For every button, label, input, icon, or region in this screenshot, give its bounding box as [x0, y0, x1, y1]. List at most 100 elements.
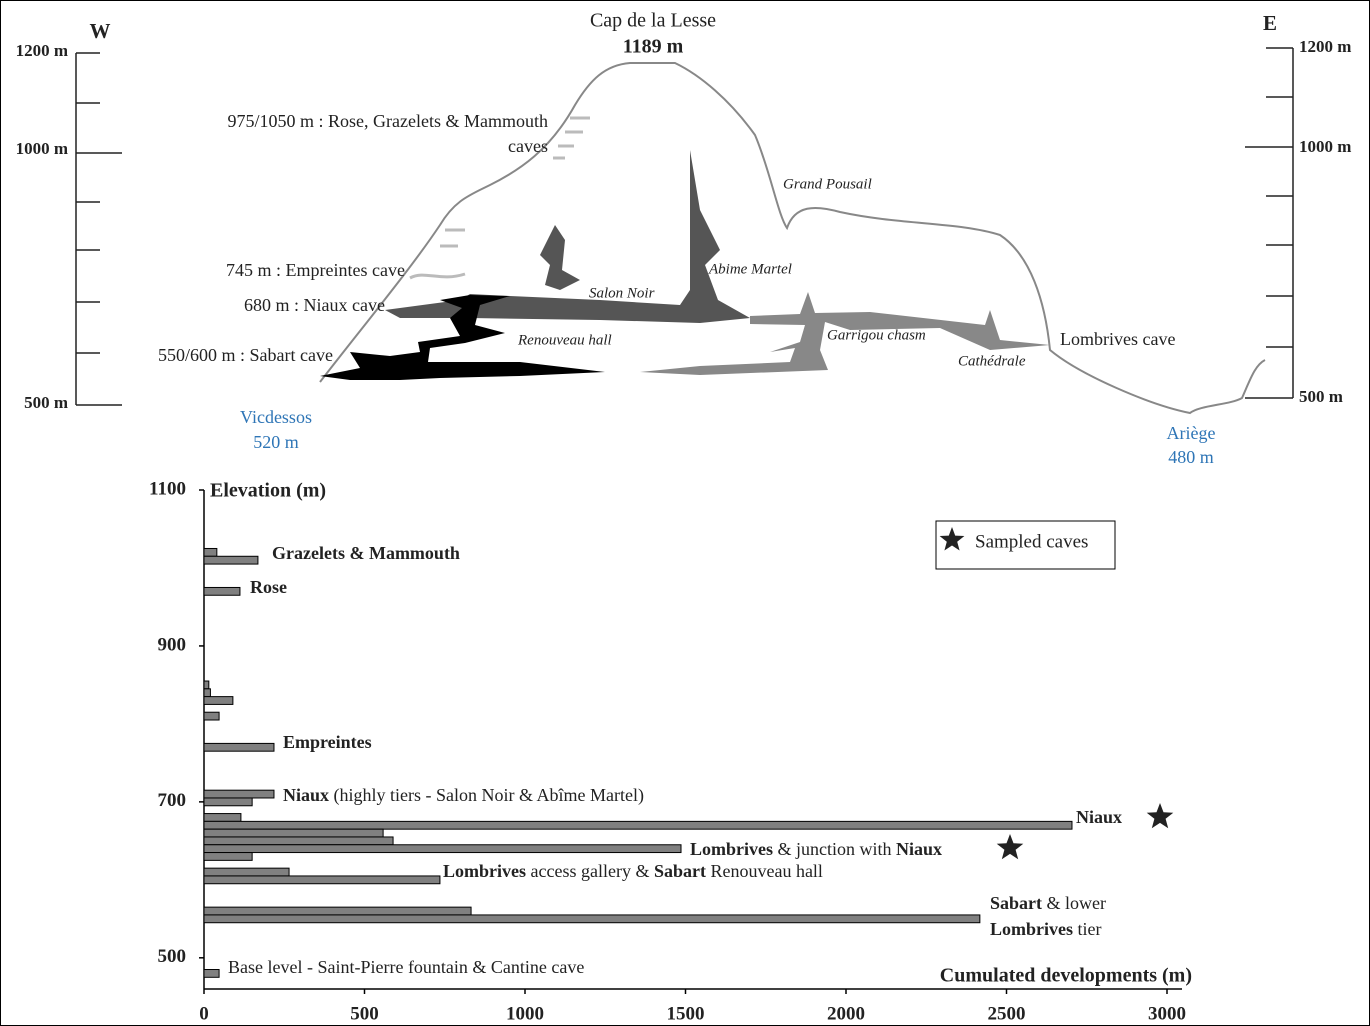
x-tick-label: 500 — [350, 1003, 379, 1024]
bar — [203, 836, 394, 846]
niaux-cave — [385, 150, 750, 323]
annotation-part: tier — [1073, 919, 1102, 939]
annotation: Sabart & lower — [990, 893, 1106, 913]
annotation-part: Lombrives — [690, 839, 773, 859]
feature-label: Garrigou chasm — [827, 327, 926, 343]
annotation: Lombrives tier — [990, 919, 1102, 939]
annotation-part: Sabart — [654, 861, 706, 881]
left-scale: 1200 m 1000 m 500 m — [16, 41, 122, 412]
feature-label: Salon Noir — [589, 285, 655, 301]
x-tick-label: 3000 — [1148, 1003, 1186, 1024]
bar — [203, 969, 220, 978]
bar — [203, 696, 234, 705]
annotation-part: & lower — [1042, 893, 1106, 913]
river-name: Vicdessos — [240, 407, 312, 427]
annotation-part: & junction with — [773, 839, 896, 859]
bar — [203, 867, 290, 877]
mountain-outline — [319, 62, 1266, 415]
scale-label: 1200 m — [16, 41, 68, 60]
bar — [203, 586, 241, 596]
profile: W E Cap de la Lesse 1189 m 1200 m 1000 m… — [16, 10, 1352, 468]
bar — [203, 820, 1073, 830]
annotation-part: (highly tiers - Salon Noir & Abîme Marte… — [329, 785, 644, 806]
bar — [203, 680, 210, 690]
sabart-cave — [320, 295, 605, 380]
y-axis-label: Elevation (m) — [210, 480, 326, 502]
bar — [203, 844, 682, 854]
bar — [203, 742, 275, 752]
sampled-star — [996, 834, 1024, 860]
river-elevation: 520 m — [253, 432, 299, 452]
annotation: Niaux — [1076, 807, 1122, 827]
summit-elevation: 1189 m — [623, 36, 684, 58]
annotation-part: Rose — [250, 577, 287, 597]
bar — [203, 852, 253, 861]
annotation-part: access gallery & — [526, 861, 654, 881]
annotation-part: Grazelets & Mammouth — [272, 543, 460, 563]
sampled-star — [1146, 803, 1174, 829]
x-tick-label: 2500 — [988, 1003, 1026, 1024]
bar — [203, 906, 472, 916]
level-label: 975/1050 m : Rose, Grazelets & Mammouth — [228, 111, 548, 131]
bar — [203, 789, 275, 799]
right-scale: 1200 m 1000 m 500 m — [1245, 37, 1351, 406]
legend-star — [939, 527, 965, 551]
annotation-part: Niaux — [1076, 807, 1122, 827]
upper-caves — [409, 116, 590, 280]
summit-name: Cap de la Lesse — [590, 10, 716, 32]
feature-label: Abime Martel — [708, 261, 792, 277]
annotation: Lombrives access gallery & Sabart Renouv… — [443, 861, 823, 881]
level-label: 745 m : Empreintes cave — [226, 260, 405, 280]
west-label: W — [90, 19, 111, 43]
annotation-part: Niaux — [896, 839, 942, 859]
bar — [203, 547, 218, 557]
level-label: 550/600 m : Sabart cave — [158, 345, 333, 365]
y-tick-label: 500 — [158, 946, 187, 967]
annotation: Base level - Saint-Pierre fountain & Can… — [228, 957, 584, 977]
annotation: Rose — [250, 577, 287, 597]
east-label: E — [1263, 11, 1277, 35]
chart: 500 700 900 1100 0 500 1000 1500 2000 2500 3000 Ele… — [149, 478, 1192, 1024]
annotation-part: Lombrives — [990, 919, 1073, 939]
river-name: Ariège — [1167, 423, 1216, 443]
bar — [203, 875, 441, 885]
annotation: Empreintes — [283, 732, 372, 752]
x-tick-label: 1500 — [667, 1003, 705, 1024]
scale-label: 500 m — [24, 393, 68, 412]
feature-label: Cathédrale — [958, 353, 1026, 369]
y-tick-label: 900 — [158, 634, 187, 655]
y-tick-label: 700 — [158, 790, 187, 811]
x-tick-label: 2000 — [827, 1003, 865, 1024]
level-label: caves — [508, 136, 548, 156]
scale-label: 1200 m — [1299, 37, 1351, 56]
bar — [203, 555, 259, 565]
annotation-part: Niaux — [283, 785, 329, 805]
feature-label: Lombrives cave — [1060, 329, 1175, 349]
level-label: 680 m : Niaux cave — [244, 295, 385, 315]
x-tick-label: 0 — [199, 1003, 209, 1024]
annotation-part: Lombrives — [443, 861, 526, 881]
annotation: Niaux (highly tiers - Salon Noir & Abîme… — [283, 785, 644, 806]
scale-label: 1000 m — [1299, 137, 1351, 156]
bar — [203, 813, 242, 822]
x-tick-label: 1000 — [506, 1003, 544, 1024]
annotation: Lombrives & junction with Niaux — [690, 839, 942, 859]
annotation-part: Empreintes — [283, 732, 372, 752]
scale-label: 1000 m — [16, 139, 68, 158]
annotation-part: Sabart — [990, 893, 1042, 913]
scale-label: 500 m — [1299, 387, 1343, 406]
bar — [203, 711, 220, 721]
river-elevation: 480 m — [1168, 447, 1214, 467]
annotation-part: Base level - Saint-Pierre fountain & Can… — [228, 957, 584, 977]
bar — [203, 688, 211, 698]
lombrives-cave — [640, 292, 1050, 375]
legend-label: Sampled caves — [975, 531, 1088, 552]
feature-label: Renouveau hall — [517, 332, 612, 348]
bar — [203, 797, 253, 807]
feature-label: Grand Pousail — [783, 176, 872, 192]
x-axis-label: Cumulated developments (m) — [940, 965, 1192, 987]
bar — [203, 828, 384, 838]
legend-box — [935, 520, 1116, 570]
y-tick-label: 1100 — [149, 478, 186, 499]
